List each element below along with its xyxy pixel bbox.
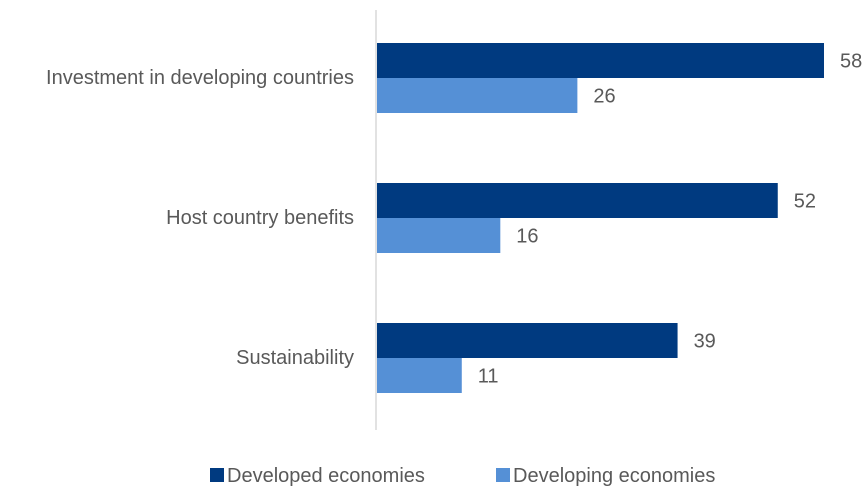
- category-label: Sustainability: [236, 347, 354, 369]
- legend-label: Developed economies: [227, 465, 425, 487]
- labels-layer: Investment in developing countries 58 26 Ho…: [46, 51, 862, 388]
- legend-label: Developing economies: [513, 465, 715, 487]
- bars-layer: [377, 43, 824, 393]
- bar-developed: [377, 183, 778, 218]
- data-label: 52: [794, 191, 816, 213]
- data-label: 39: [694, 331, 716, 353]
- legend: Developed economies Developing economies: [210, 465, 715, 487]
- data-label: 26: [593, 86, 615, 108]
- bar-developing: [377, 218, 501, 253]
- bar-developing: [377, 358, 462, 393]
- legend-swatch: [210, 468, 224, 482]
- bar-developing: [377, 78, 578, 113]
- category-label: Investment in developing countries: [46, 67, 354, 89]
- bar-developed: [377, 323, 678, 358]
- data-label: 58: [840, 51, 862, 73]
- data-label: 11: [478, 366, 499, 388]
- data-label: 16: [516, 226, 538, 248]
- category-label: Host country benefits: [166, 207, 354, 229]
- legend-swatch: [496, 468, 510, 482]
- bar-developed: [377, 43, 824, 78]
